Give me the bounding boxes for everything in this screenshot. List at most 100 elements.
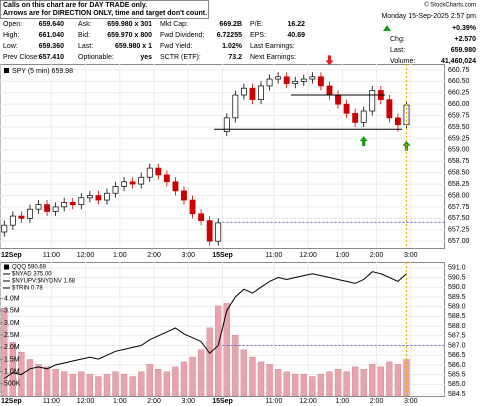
quote-value: 659.640 [39, 21, 64, 28]
candle-body [326, 85, 333, 96]
quote-label: Fwd Yield: [160, 43, 192, 50]
legend-swatch [4, 68, 9, 73]
x-tick-label: 11:00 [265, 398, 282, 405]
y-tick-label: 659.50 [448, 124, 470, 131]
candle-body [18, 215, 25, 219]
x-tick-label: 12:00 [77, 252, 95, 259]
volume-bar [35, 364, 42, 397]
candle-body [104, 192, 110, 201]
volume-bar [120, 373, 128, 397]
y-tick-label: 660.00 [448, 101, 470, 108]
y-tick-label: 585.0 [448, 381, 466, 388]
candle-body [172, 181, 179, 192]
volume-bar [343, 371, 350, 397]
candle-body [240, 87, 247, 96]
quote-label: Last: [390, 47, 405, 54]
candle-body [249, 87, 256, 100]
y-tick-label: 660.25 [448, 90, 470, 97]
candle-body [275, 76, 282, 80]
y-tick-label: 660.75 [448, 67, 470, 74]
y-tick-label: 657.75 [448, 204, 470, 211]
volume-bar [369, 364, 376, 397]
volume-tick-label: 1.5M [4, 356, 20, 363]
y-tick-label: 659.75 [448, 112, 470, 119]
legend-label: $NYAD 375.00 [12, 272, 52, 278]
x-tick-label: 15Sep [212, 398, 233, 405]
quote-label: Last: [78, 43, 93, 50]
volume-bar [309, 376, 316, 397]
y-tick-label: 589.0 [448, 304, 466, 311]
x-tick-label: 15Sep [212, 252, 233, 259]
legend-label: QQQ 590.69 [12, 265, 47, 271]
quote-label: EPS: [250, 32, 266, 39]
candle-body [215, 222, 222, 242]
quote-value: 659.980 [451, 47, 476, 54]
volume-tick-label: 2.0M [4, 344, 20, 351]
volume-tick-label: 1.0M [4, 368, 20, 375]
quote-label: Low: [3, 43, 18, 50]
candle-body [9, 215, 16, 226]
volume-bar [146, 364, 153, 397]
candle-body [112, 186, 119, 194]
x-tick-label: 1:00 [113, 252, 127, 259]
quote-label: High: [3, 32, 19, 39]
volume-bar [317, 373, 325, 397]
volume-bar [52, 369, 59, 397]
volume-bar [138, 371, 145, 397]
quote-label: Ask: [78, 21, 92, 28]
volume-bar [206, 327, 213, 397]
volume-bar [26, 359, 34, 397]
note-line: Arrows are for DIRECTION ONLY, time and … [3, 10, 207, 17]
candle-body [343, 103, 350, 114]
x-tick-label: 2:00 [370, 252, 384, 259]
x-tick-label: 1:00 [113, 398, 127, 405]
volume-bar [69, 373, 76, 397]
x-tick-label: 12:00 [77, 398, 95, 405]
x-tick-label: 1:00 [335, 252, 349, 259]
candle-body [69, 201, 76, 205]
candle-body [206, 220, 213, 242]
legend-swatch [4, 264, 9, 270]
x-tick-label: 2:00 [370, 398, 384, 405]
volume-bar [283, 371, 290, 397]
candle-body [232, 94, 239, 119]
y-tick-label: 591.0 [448, 265, 466, 272]
volume-bar [163, 371, 171, 397]
legend-label: $NYUPV:$NYDNV 1.68 [12, 279, 76, 285]
quote-label: Optionable: [78, 54, 114, 61]
quote-value: 659.970 x 800 [107, 32, 152, 39]
y-tick-label: 659.25 [448, 135, 470, 142]
up-triangle [383, 25, 391, 31]
y-tick-label: 660.50 [448, 78, 470, 85]
legend-label: SPY (5 min) 659.98 [12, 68, 73, 75]
volume-bar [180, 361, 188, 397]
candle-body [61, 201, 68, 208]
x-tick-label: 3:00 [404, 252, 418, 259]
note-line: Calls on this chart are for DAY TRADE on… [3, 2, 147, 9]
candle-body [35, 204, 42, 210]
quote-label: Next Earnings: [250, 54, 296, 61]
volume-bar [394, 364, 402, 397]
x-tick-label: 11:00 [43, 398, 60, 405]
candle-body [266, 78, 273, 87]
quote-label: Open: [3, 21, 22, 28]
volume-bar [334, 369, 342, 397]
volume-tick-label: 2.5M [4, 332, 20, 339]
x-tick-label: 12:00 [299, 252, 317, 259]
volume-bar [386, 361, 393, 397]
y-tick-label: 586.0 [448, 362, 466, 369]
volume-bar [86, 373, 94, 397]
quote-value: 661.040 [39, 32, 64, 39]
candle-body [163, 174, 170, 183]
y-tick-label: 588.0 [448, 323, 466, 330]
quote-label: Prev Close: [3, 54, 39, 61]
volume-bar [197, 349, 205, 397]
volume-bar [103, 373, 111, 397]
y-tick-label: 590.5 [448, 274, 466, 281]
volume-bar [274, 369, 282, 397]
y-tick-label: 657.25 [448, 227, 470, 234]
volume-bar [129, 376, 136, 397]
y-tick-label: 658.25 [448, 181, 470, 188]
candle-body [86, 195, 93, 199]
